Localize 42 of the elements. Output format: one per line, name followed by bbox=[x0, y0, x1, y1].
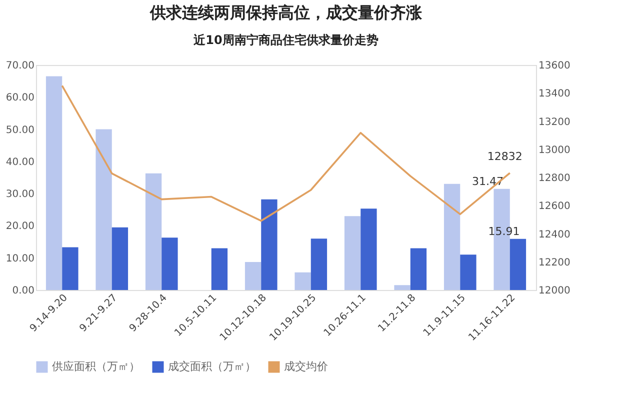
bar bbox=[46, 76, 62, 290]
data-label: 12832 bbox=[487, 150, 522, 163]
bar bbox=[444, 184, 460, 290]
bar bbox=[310, 238, 328, 290]
y2-tick-label: 12200 bbox=[538, 257, 570, 268]
legend-label: 供应面积（万㎡） bbox=[52, 360, 140, 373]
y-tick-label: 0.00 bbox=[12, 286, 34, 296]
bar bbox=[244, 262, 262, 290]
y2-tick-label: 13600 bbox=[538, 60, 570, 72]
y2-tick-label: 13200 bbox=[538, 116, 570, 128]
bar bbox=[96, 129, 112, 290]
bar bbox=[261, 199, 278, 290]
legend-label: 成交均价 bbox=[284, 360, 328, 373]
bar bbox=[62, 247, 78, 290]
y2-tick-label: 12800 bbox=[538, 173, 570, 184]
y-tick-label: 70.00 bbox=[6, 60, 34, 72]
y2-tick-label: 13000 bbox=[538, 144, 570, 156]
bar bbox=[510, 238, 526, 290]
bar bbox=[211, 248, 228, 290]
chart-title: 供求连续两周保持高位，成交量价齐涨 bbox=[149, 3, 423, 22]
legend-label: 成交面积（万㎡） bbox=[168, 360, 256, 373]
y2-tick-label: 12400 bbox=[538, 229, 570, 240]
y-tick-label: 60.00 bbox=[6, 92, 34, 104]
y2-tick-label: 12000 bbox=[538, 286, 570, 296]
y-tick-label: 30.00 bbox=[6, 189, 34, 200]
bar bbox=[460, 254, 476, 290]
bar bbox=[145, 173, 162, 290]
bar bbox=[294, 272, 311, 290]
y-tick-label: 50.00 bbox=[6, 124, 34, 136]
bar bbox=[360, 208, 377, 290]
chart-subtitle: 近10周南宁商品住宅供求量价走势 bbox=[192, 33, 378, 47]
y-tick-label: 20.00 bbox=[6, 221, 34, 232]
y2-tick-label: 13400 bbox=[538, 88, 570, 100]
y-tick-label: 40.00 bbox=[6, 156, 34, 168]
bar bbox=[344, 216, 361, 290]
bar bbox=[112, 227, 128, 290]
y-tick-label: 10.00 bbox=[6, 253, 34, 264]
bar bbox=[410, 248, 427, 290]
bar bbox=[162, 238, 178, 290]
data-label: 15.91 bbox=[488, 224, 520, 238]
y2-tick-label: 12600 bbox=[538, 201, 570, 212]
bar bbox=[394, 285, 410, 290]
